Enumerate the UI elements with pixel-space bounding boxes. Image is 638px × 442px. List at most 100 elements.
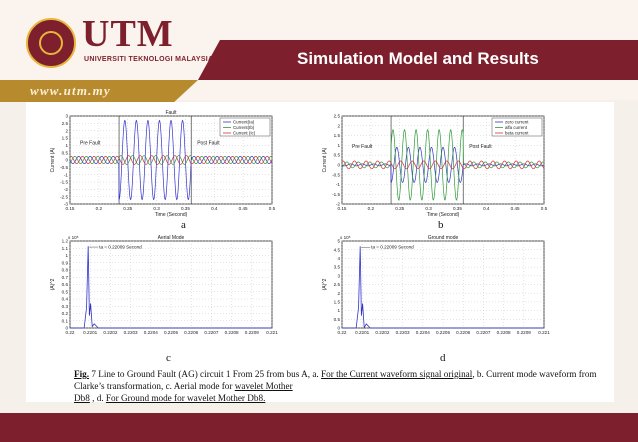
- y-tick-label: 0.5: [334, 153, 341, 158]
- y-tick-label: 1: [65, 253, 68, 258]
- y-tick-label: -2: [336, 202, 341, 207]
- x-tick-label: 0.2205: [164, 330, 178, 335]
- y-tick-label: 1: [65, 143, 68, 148]
- x-tick-label: 0.2201: [83, 330, 97, 335]
- y-axis-label: Current (A): [322, 147, 328, 172]
- subfigure-label-b: b: [438, 219, 444, 231]
- y-tick-label: 3: [65, 114, 68, 119]
- x-tick-label: 0.2208: [497, 330, 511, 335]
- y-tick-label: 0.2: [62, 311, 69, 316]
- y-tick-label: 2: [337, 291, 340, 296]
- y-tick-label: 0.8: [62, 268, 69, 273]
- x-tick-label: 0.2207: [476, 330, 490, 335]
- x-tick-label: 0.221: [266, 330, 278, 335]
- x-tick-label: 0.3: [153, 206, 160, 211]
- x-tick-label: 0.2209: [245, 330, 259, 335]
- x-tick-label: 0.45: [511, 206, 520, 211]
- x-tick-label: 0.22: [66, 330, 75, 335]
- figure-caption: Fig. 7 Line to Ground Fault (AG) circuit…: [74, 369, 597, 403]
- chart-title: Fault: [165, 110, 177, 116]
- url-bar: [0, 80, 198, 102]
- y-tick-label: -0.5: [332, 172, 340, 177]
- y-exponent-label: x 10⁵: [340, 235, 351, 240]
- y-tick-label: 1: [337, 308, 340, 313]
- x-tick-label: 0.2: [368, 206, 375, 211]
- x-tick-label: 0.2208: [225, 330, 239, 335]
- x-axis-label: Time (Second): [427, 212, 460, 218]
- x-tick-label: 0.2205: [436, 330, 450, 335]
- chart-title: Aerial Mode: [158, 235, 185, 241]
- x-tick-label: 0.2204: [144, 330, 158, 335]
- x-tick-label: 0.15: [66, 206, 75, 211]
- y-tick-label: 1.2: [62, 239, 69, 244]
- legend-entry: beta current: [505, 131, 529, 136]
- x-tick-label: 0.2207: [204, 330, 218, 335]
- chart-d: 0.22 0.2201 0.2202 0.2203 0.2204 0.2205 0.2206…: [322, 235, 550, 335]
- y-tick-label: 0.3: [62, 304, 69, 309]
- peak-annotation: ta = 0.22009 Second: [99, 245, 142, 250]
- y-tick-label: 0.1: [62, 318, 69, 323]
- utm-crest-icon: [26, 18, 76, 68]
- x-tick-label: 0.4: [483, 206, 490, 211]
- x-tick-label: 0.2202: [375, 330, 389, 335]
- series-line-0: [341, 146, 545, 184]
- y-tick-label: 1.1: [62, 246, 69, 251]
- y-exponent-label: x 10⁵: [68, 235, 79, 240]
- peak-annotation: ta = 0.22009 Second: [371, 245, 414, 250]
- y-tick-label: -1.5: [332, 192, 340, 197]
- y-tick-label: 1: [337, 143, 340, 148]
- y-tick-label: 0.6: [62, 282, 69, 287]
- x-tick-label: 0.2202: [103, 330, 117, 335]
- subfigure-label-c: c: [166, 352, 171, 364]
- x-tick-label: 0.2209: [517, 330, 531, 335]
- y-tick-label: -1.5: [60, 180, 68, 185]
- y-tick-label: 0.7: [62, 275, 69, 280]
- x-tick-label: 0.2203: [396, 330, 410, 335]
- y-tick-label: 3: [337, 273, 340, 278]
- y-tick-label: 0.5: [62, 289, 69, 294]
- slide-title: Simulation Model and Results: [297, 49, 539, 68]
- y-tick-label: 0: [65, 326, 68, 331]
- legend-entry: Current(Ib): [233, 125, 255, 130]
- x-tick-label: 0.15: [338, 206, 347, 211]
- logo-text: UTM: [82, 13, 174, 55]
- x-tick-label: 0.5: [541, 206, 548, 211]
- pre-fault-label: Pre Fault: [80, 141, 101, 147]
- x-tick-label: 0.2: [96, 206, 103, 211]
- chart-b: 0.15 0.2 0.25 0.3 0.35 0.4 0.45 0.5 -2 -1.5 -1 -0.5…: [322, 114, 548, 218]
- y-tick-label: 0.5: [62, 150, 69, 155]
- y-axis-label: (A)^2: [322, 278, 328, 290]
- x-tick-label: 0.2206: [456, 330, 470, 335]
- pre-fault-label: Pre Fault: [352, 144, 373, 150]
- y-tick-label: -0.5: [60, 165, 68, 170]
- series-line-2: [69, 155, 273, 165]
- y-tick-label: -1: [336, 182, 341, 187]
- x-tick-label: 0.35: [453, 206, 462, 211]
- subfigure-label-a: a: [181, 219, 186, 231]
- y-tick-label: 1.5: [334, 133, 341, 138]
- y-tick-label: 2.5: [62, 121, 69, 126]
- x-tick-label: 0.2201: [355, 330, 369, 335]
- legend-entry: Current(Ia): [233, 120, 255, 125]
- x-tick-label: 0.2206: [184, 330, 198, 335]
- y-tick-label: 2.5: [334, 114, 341, 119]
- x-tick-label: 0.221: [538, 330, 550, 335]
- legend-entry: alfa current: [505, 125, 528, 130]
- subfigure-label-d: d: [440, 352, 446, 364]
- y-tick-label: 0.4: [62, 297, 69, 302]
- y-tick-label: 2: [65, 128, 68, 133]
- url-text: www.utm.my: [30, 83, 111, 98]
- legend-box: [491, 117, 543, 137]
- chart-a: 0.15 0.2 0.25 0.3 0.35 0.4 0.45 0.5 -3 -2.5 -2 -1.5…: [50, 110, 276, 218]
- spike-line: [70, 246, 272, 329]
- y-tick-label: 0: [337, 162, 340, 167]
- series-line-2: [341, 160, 545, 170]
- x-tick-label: 0.35: [181, 206, 190, 211]
- y-tick-label: -1: [64, 172, 69, 177]
- x-tick-label: 0.2203: [124, 330, 138, 335]
- y-axis-label: Current (A): [50, 147, 56, 172]
- y-tick-label: 4: [337, 256, 340, 261]
- chart-c: 0.22 0.2201 0.2202 0.2203 0.2204 0.2205 0.2206…: [50, 235, 278, 335]
- x-tick-label: 0.3: [425, 206, 432, 211]
- logo-subtitle: UNIVERSITI TEKNOLOGI MALAYSIA: [84, 56, 214, 63]
